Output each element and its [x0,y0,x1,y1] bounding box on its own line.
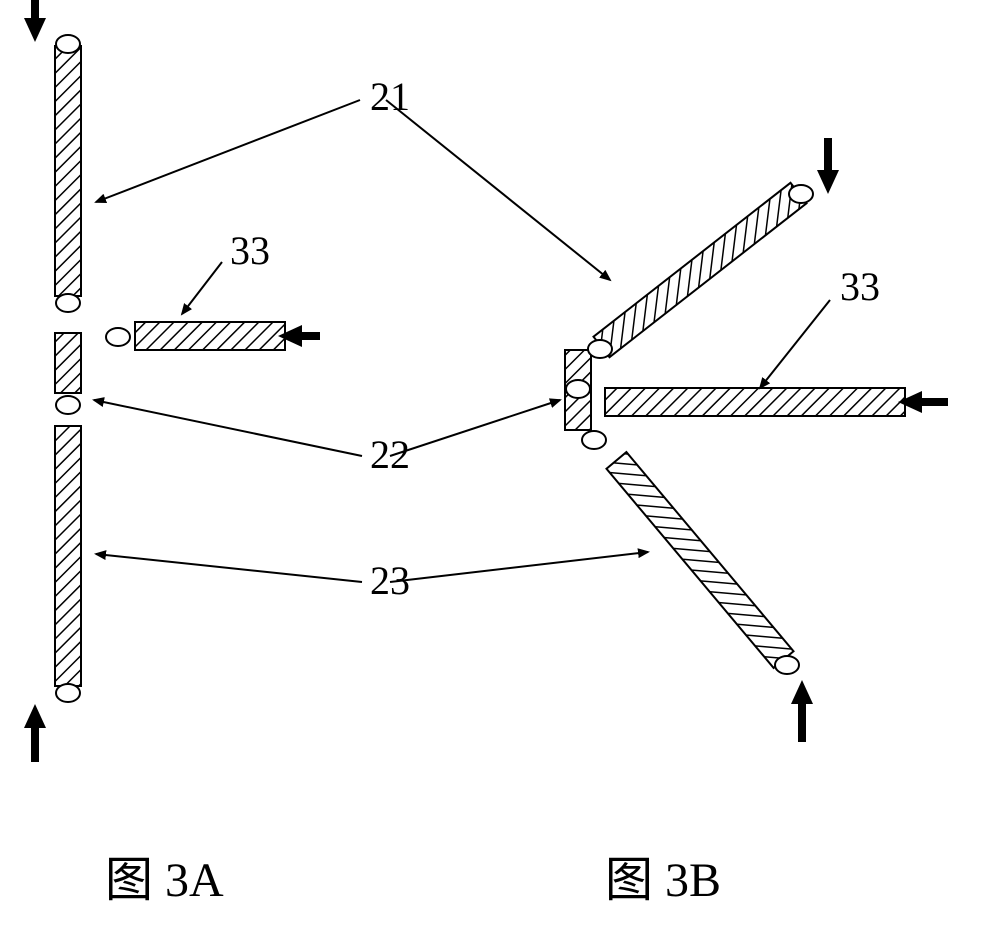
callout-line-4-1 [390,552,648,582]
part-A-33 [135,322,285,350]
callout-label-22-3: 22 [370,432,410,477]
figure-svg: 21 33 33 22 23 [0,0,981,952]
joint-B-2 [566,380,590,398]
callout-line-0-0 [96,100,360,202]
callout-line-3-1 [390,400,560,456]
callout-line-4-0 [96,554,362,582]
callout-label-33-1: 33 [230,228,270,273]
part-B-21 [593,183,806,357]
part-B-33 [605,388,905,416]
part-A-21 [55,46,81,296]
callout-line-1-0 [182,262,222,314]
part-A-23 [55,426,81,686]
joint-A-3 [56,396,80,414]
callout-line-2-0 [760,300,830,388]
joint-B-3 [582,431,606,449]
joint-A-2 [106,328,130,346]
joint-A-1 [56,294,80,312]
caption-3a: 图 3A [105,840,224,910]
callout-label-21-0: 21 [370,74,410,119]
joint-B-1 [588,340,612,358]
callout-label-23-4: 23 [370,558,410,603]
joint-A-0 [56,35,80,53]
callout-line-0-1 [386,100,610,280]
part-B-23 [606,452,793,668]
joint-B-0 [789,185,813,203]
caption-3b: 图 3B [605,840,721,910]
part-A-22 [55,333,81,393]
callout-label-33-2: 33 [840,264,880,309]
joint-B-4 [775,656,799,674]
joint-A-4 [56,684,80,702]
callout-line-3-0 [94,400,362,456]
